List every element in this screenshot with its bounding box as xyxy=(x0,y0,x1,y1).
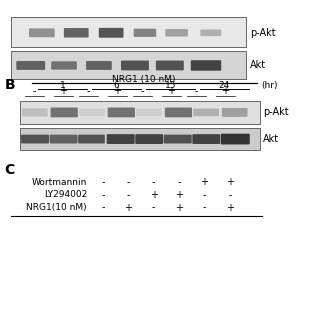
Text: Akt: Akt xyxy=(251,60,267,70)
Text: -: - xyxy=(203,190,206,200)
FancyBboxPatch shape xyxy=(50,135,77,143)
Text: +: + xyxy=(124,203,132,212)
Text: LY294002: LY294002 xyxy=(44,190,87,199)
Text: +: + xyxy=(167,86,175,96)
Text: 15: 15 xyxy=(164,81,176,90)
FancyBboxPatch shape xyxy=(99,28,124,38)
Text: +: + xyxy=(200,177,208,187)
Text: -: - xyxy=(101,190,105,200)
FancyBboxPatch shape xyxy=(64,28,89,37)
Text: +: + xyxy=(221,86,229,96)
Text: -: - xyxy=(152,177,156,187)
Text: -: - xyxy=(101,177,105,187)
Text: -: - xyxy=(101,203,105,212)
Text: +: + xyxy=(175,190,183,200)
Text: p-Akt: p-Akt xyxy=(263,108,289,117)
Text: -: - xyxy=(152,203,156,212)
FancyBboxPatch shape xyxy=(165,108,192,117)
FancyBboxPatch shape xyxy=(136,108,162,116)
FancyBboxPatch shape xyxy=(108,108,135,117)
FancyBboxPatch shape xyxy=(200,29,221,36)
FancyBboxPatch shape xyxy=(191,60,221,71)
Text: 6: 6 xyxy=(114,81,119,90)
FancyBboxPatch shape xyxy=(107,134,135,144)
Text: NRG1 (10 nM): NRG1 (10 nM) xyxy=(112,75,176,84)
Bar xyxy=(20,101,260,124)
Text: -: - xyxy=(87,86,90,96)
Text: -: - xyxy=(33,86,36,96)
Text: B: B xyxy=(4,77,15,92)
Text: -: - xyxy=(141,86,144,96)
FancyBboxPatch shape xyxy=(22,108,48,116)
Text: +: + xyxy=(175,203,183,212)
FancyBboxPatch shape xyxy=(156,60,184,70)
FancyBboxPatch shape xyxy=(21,135,49,143)
Bar xyxy=(11,51,246,79)
FancyBboxPatch shape xyxy=(79,108,105,116)
Text: -: - xyxy=(126,177,130,187)
Text: 1: 1 xyxy=(60,81,65,90)
Text: (hr): (hr) xyxy=(261,81,278,90)
Text: +: + xyxy=(150,190,158,200)
FancyBboxPatch shape xyxy=(51,61,77,69)
FancyBboxPatch shape xyxy=(222,108,248,117)
FancyBboxPatch shape xyxy=(165,29,188,36)
Text: NRG1(10 nM): NRG1(10 nM) xyxy=(27,203,87,212)
Bar xyxy=(20,128,260,150)
Text: -: - xyxy=(126,190,130,200)
FancyBboxPatch shape xyxy=(164,135,192,143)
Text: Akt: Akt xyxy=(263,134,279,144)
Text: -: - xyxy=(203,203,206,212)
FancyBboxPatch shape xyxy=(192,134,220,144)
FancyBboxPatch shape xyxy=(121,60,149,70)
Text: p-Akt: p-Akt xyxy=(251,28,276,38)
FancyBboxPatch shape xyxy=(16,61,45,70)
Text: -: - xyxy=(177,177,181,187)
FancyBboxPatch shape xyxy=(29,28,55,37)
Text: +: + xyxy=(113,86,121,96)
FancyBboxPatch shape xyxy=(193,108,219,116)
FancyBboxPatch shape xyxy=(51,108,78,117)
FancyBboxPatch shape xyxy=(78,135,105,143)
Text: +: + xyxy=(226,177,234,187)
FancyBboxPatch shape xyxy=(86,61,112,70)
Text: Wortmannin: Wortmannin xyxy=(32,178,87,187)
Text: -: - xyxy=(195,86,198,96)
Text: C: C xyxy=(4,163,15,177)
Bar xyxy=(11,17,246,47)
Text: +: + xyxy=(59,86,67,96)
Text: -: - xyxy=(228,190,232,200)
FancyBboxPatch shape xyxy=(134,29,156,37)
FancyBboxPatch shape xyxy=(135,134,163,144)
Text: 24: 24 xyxy=(219,81,230,90)
Text: +: + xyxy=(226,203,234,212)
FancyBboxPatch shape xyxy=(221,134,250,144)
